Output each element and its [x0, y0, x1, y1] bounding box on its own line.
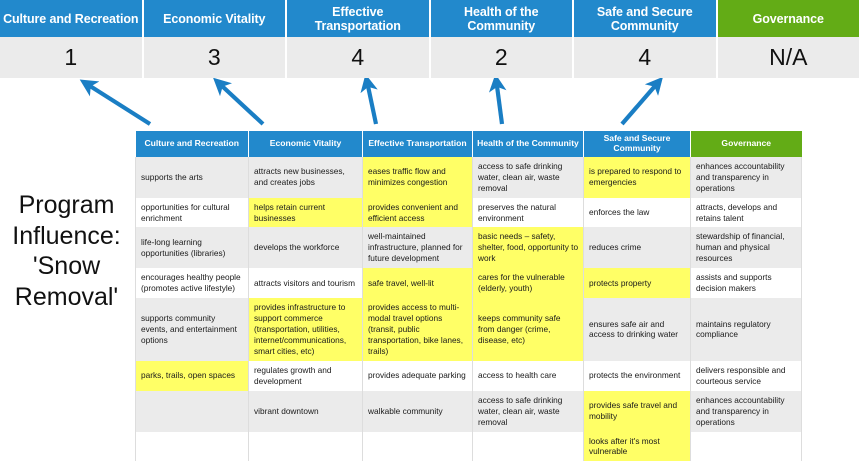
community-outcomes-matrix: Culture and Recreation Economic Vitality… — [135, 131, 802, 462]
scorecard-value-effective-transportation: 4 — [287, 37, 431, 78]
matrix-cell: attracts, develops and retains talent — [690, 197, 802, 228]
matrix-cell: reduces crime — [583, 227, 691, 269]
scorecard-value-culture-and-recreation: 1 — [0, 37, 144, 78]
matrix-cell: access to safe drinking water, clean air… — [472, 390, 584, 432]
matrix-header-health-of-the-community: Health of the Community — [472, 131, 584, 157]
arrow-effective-transportation — [360, 78, 379, 125]
matrix-cell: keeps community safe from danger (crime,… — [472, 298, 584, 361]
matrix-cell: stewardship of financial, human and phys… — [690, 227, 802, 269]
matrix-cell: attracts new businesses, and creates job… — [248, 156, 363, 198]
matrix-cell: protects property — [583, 268, 691, 299]
matrix-cell: parks, trails, open spaces — [135, 360, 249, 391]
matrix-cell: delivers responsible and courteous servi… — [690, 360, 802, 391]
matrix-cell — [135, 390, 249, 432]
matrix-cell: protects the environment — [583, 360, 691, 391]
matrix-header-safe-and-secure-community: Safe and Secure Community — [583, 131, 691, 157]
scorecard-value-governance: N/A — [769, 44, 808, 70]
matrix-cell: provides infrastructure to support comme… — [248, 298, 363, 361]
scorecard-value-economic-vitality: 3 — [144, 37, 287, 78]
scorecard-header-effective-transportation: Effective Transportation — [287, 0, 431, 37]
matrix-row: supports community events, and entertain… — [135, 298, 802, 361]
arrow-economic-vitality — [213, 78, 265, 126]
scorecard-value-row: 1 3 4 2 4 N/A — [0, 37, 859, 78]
arrow-safe-and-secure-community — [620, 78, 663, 126]
caption-line-4: Removal' — [14, 282, 119, 311]
matrix-cell: well-maintained infrastructure, planned … — [362, 227, 473, 269]
matrix-cell: maintains regulatory compliance — [690, 298, 802, 361]
matrix-cell: looks after it's most vulnerable — [583, 431, 691, 462]
matrix-cell: assists and supports decision makers — [690, 268, 802, 299]
matrix-cell: access to health care — [472, 360, 584, 391]
matrix-header-effective-transportation: Effective Transportation — [362, 131, 473, 157]
matrix-cell: enforces the law — [583, 197, 691, 228]
scorecard-strip: Culture and Recreation Economic Vitality… — [0, 0, 859, 78]
scorecard-header-economic-vitality: Economic Vitality — [143, 0, 287, 37]
scorecard-value-health-of-the-community: 2 — [431, 37, 574, 78]
matrix-cell: enhances accountability and transparency… — [690, 156, 802, 198]
matrix-row: opportunities for cultural enrichment hel… — [135, 197, 802, 228]
matrix-cell: encourages healthy people (promotes acti… — [135, 268, 249, 299]
scorecard-header-culture-and-recreation: Culture and Recreation — [0, 0, 144, 37]
caption-line-1: Program — [18, 191, 115, 219]
matrix-cell: life-long learning opportunities (librar… — [135, 227, 249, 269]
matrix-cell: attracts visitors and tourism — [248, 268, 363, 299]
matrix-cell: enhances accountability and transparency… — [690, 390, 802, 432]
matrix-cell: access to safe drinking water, clean air… — [472, 156, 584, 198]
matrix-cell: safe travel, well-lit — [362, 268, 473, 299]
arrow-layer — [79, 78, 663, 126]
matrix-header-culture-and-recreation: Culture and Recreation — [135, 131, 249, 157]
matrix-header-row: Culture and Recreation Economic Vitality… — [135, 131, 802, 157]
matrix-cell: basic needs – safety, shelter, food, opp… — [472, 227, 584, 269]
matrix-cell: eases traffic flow and minimizes congest… — [362, 156, 473, 198]
matrix-cell: provides convenient and efficient access — [362, 197, 473, 228]
matrix-cell — [362, 431, 473, 462]
matrix-row: encourages healthy people (promotes acti… — [135, 268, 802, 299]
matrix-row: looks after it's most vulnerable — [135, 431, 802, 462]
scorecard-header-safe-and-secure-community: Safe and Secure Community — [574, 0, 718, 37]
matrix-cell: opportunities for cultural enrichment — [135, 197, 249, 228]
matrix-cell: cares for the vulnerable (elderly, youth… — [472, 268, 584, 299]
scorecard-value-safe-and-secure-community: 4 — [574, 37, 718, 78]
matrix-cell: preserves the natural environment — [472, 197, 584, 228]
matrix-cell: walkable community — [362, 390, 473, 432]
scorecard-header-governance: Governance — [717, 0, 859, 37]
matrix-cell: vibrant downtown — [248, 390, 363, 432]
scorecard-header-row: Culture and Recreation Economic Vitality… — [0, 0, 859, 37]
matrix-cell: develops the workforce — [248, 227, 363, 269]
matrix-cell: supports the arts — [135, 156, 249, 198]
matrix-cell: regulates growth and development — [248, 360, 363, 391]
matrix-header-governance: Governance — [690, 131, 802, 157]
matrix-cell: helps retain current businesses — [248, 197, 363, 228]
matrix-cell: ensures safe air and access to drinking … — [583, 298, 691, 361]
matrix-cell — [135, 431, 249, 462]
matrix-cell: is prepared to respond to emergencies — [583, 156, 691, 198]
program-influence-caption: Program Influence: 'Snow Removal' — [0, 190, 133, 312]
matrix-row: vibrant downtown walkable community access… — [135, 390, 802, 432]
matrix-row: parks, trails, open spaces regulates grow… — [135, 360, 802, 391]
arrow-culture-and-recreation — [79, 79, 152, 126]
matrix-row: supports the arts attracts new businesses… — [135, 156, 802, 198]
arrow-health-of-the-community — [488, 78, 507, 125]
caption-line-2: Influence: — [12, 221, 121, 250]
matrix-cell — [248, 431, 363, 462]
matrix-cell — [472, 431, 584, 462]
matrix-cell: provides safe travel and mobility — [583, 390, 691, 432]
scorecard-header-health-of-the-community: Health of the Community — [430, 0, 574, 37]
matrix-header-economic-vitality: Economic Vitality — [248, 131, 363, 157]
matrix-cell: provides adequate parking — [362, 360, 473, 391]
caption-line-3: 'Snow — [32, 252, 101, 280]
matrix-cell: supports community events, and entertain… — [135, 298, 249, 361]
matrix-cell: provides access to multi-modal travel op… — [362, 298, 473, 361]
matrix-row: life-long learning opportunities (librar… — [135, 227, 802, 269]
matrix-cell — [690, 431, 802, 462]
